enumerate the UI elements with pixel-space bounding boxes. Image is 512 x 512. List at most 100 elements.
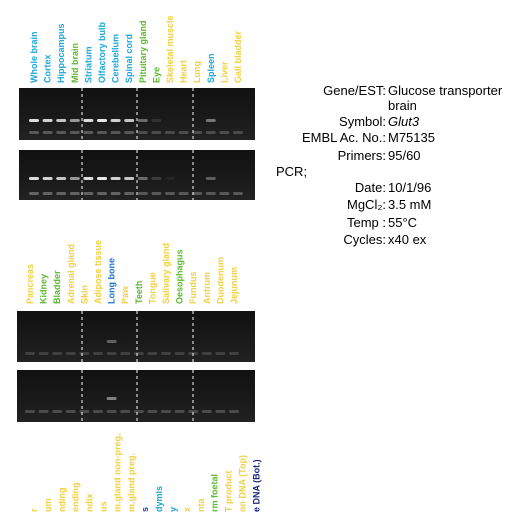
lane-label: s — [140, 507, 150, 512]
info-label: Temp : — [347, 215, 386, 230]
gel-band — [93, 352, 103, 355]
gel-band — [178, 131, 189, 134]
gel-band — [69, 177, 80, 180]
gel-band — [69, 131, 80, 134]
gel-band — [106, 340, 117, 343]
gel-band — [29, 131, 39, 134]
gel-band — [56, 131, 67, 134]
lane-label: Skeletal muscle — [165, 15, 175, 83]
gel-band — [29, 192, 39, 195]
gel-band — [165, 177, 175, 180]
gel-band — [25, 352, 35, 355]
lane-label: Teeth — [134, 281, 144, 304]
lane-label: Adrenal gland — [66, 244, 76, 304]
gel-band — [133, 410, 144, 413]
gel-band — [42, 131, 53, 134]
lane-label: Striatum — [83, 46, 93, 83]
gel-band — [83, 119, 94, 122]
gel-band — [120, 352, 131, 355]
info-value: M75135 — [388, 130, 435, 145]
info-value: 95/60 — [388, 148, 421, 163]
lane-label: Cerebellum — [111, 34, 121, 83]
gel-band — [188, 352, 199, 355]
gel-band — [147, 352, 158, 355]
lane-dividers — [81, 88, 194, 422]
lane-label: rm foetal — [210, 474, 220, 512]
lane-label: Paw — [120, 285, 130, 304]
gel-band — [97, 192, 107, 195]
gel-band — [133, 352, 144, 355]
gel-band — [29, 177, 39, 180]
lane-label: Duodenum — [215, 257, 225, 304]
lane-label: Spinal cord — [124, 34, 134, 83]
info-block: Gene/EST: Glucose transporterbrainSymbol:… — [276, 83, 503, 247]
lane-label: Bladder — [52, 270, 62, 304]
lane-label: T product — [224, 471, 234, 512]
gel-band — [174, 410, 185, 413]
lane-label: Olfactory bulb — [97, 21, 107, 83]
gel-band — [174, 352, 185, 355]
lane-label: m.gland non-preg. — [112, 434, 122, 512]
gel-band — [219, 131, 230, 134]
lane-label: on DNA (Top) — [238, 455, 248, 512]
lane-label: Heart — [179, 60, 189, 83]
lane-label: Kidney — [39, 274, 49, 304]
info-value: brain — [388, 98, 417, 113]
gel-band — [42, 119, 53, 122]
gel-band — [161, 352, 171, 355]
lane-label: Liver — [219, 61, 229, 83]
gel-band — [165, 131, 175, 134]
gel-band — [83, 131, 94, 134]
gel-band — [42, 177, 53, 180]
gel-band — [201, 352, 212, 355]
gel-band — [69, 119, 80, 122]
lane-label: Fundus — [188, 272, 198, 305]
gel-band — [56, 119, 67, 122]
lane-label: e DNA (Bot.) — [251, 459, 261, 512]
lane-label: Cortex — [43, 54, 53, 83]
gel-band — [161, 410, 171, 413]
gel-band — [229, 352, 239, 355]
gel-band — [65, 352, 76, 355]
gel-band — [52, 410, 63, 413]
lane-label: m.gland preg. — [126, 453, 136, 512]
lane-label: Antrum — [202, 272, 212, 304]
gel-band — [229, 410, 239, 413]
gel-band — [25, 410, 35, 413]
gel-band — [137, 131, 148, 134]
gel-band — [38, 352, 49, 355]
info-value: Glucose transporter — [388, 83, 503, 98]
gel-band — [137, 119, 148, 122]
info-label: Symbol: — [339, 114, 386, 129]
gel-band — [233, 192, 243, 195]
gel-band — [205, 131, 216, 134]
lane-label: Spleen — [206, 53, 216, 83]
gel-band — [106, 410, 117, 413]
gel-band — [79, 352, 90, 355]
gel-band — [215, 352, 226, 355]
info-label: Gene/EST: — [323, 83, 386, 98]
lane-label: Whole brain — [29, 32, 39, 84]
gel-band — [83, 177, 94, 180]
gels — [17, 88, 255, 422]
gel-band — [56, 192, 67, 195]
gel-band — [97, 177, 107, 180]
gel-band — [192, 192, 203, 195]
lane-label: Gall bladder — [233, 30, 243, 83]
gel-band — [188, 410, 199, 413]
info-value: 3.5 mM — [388, 197, 431, 212]
gel-band — [29, 119, 39, 122]
gel-band — [93, 410, 103, 413]
lane-label: Pituitary gland — [138, 20, 148, 83]
lane-label: Salivary gland — [161, 243, 171, 304]
gel-band — [56, 177, 67, 180]
lane-label: ending — [71, 483, 81, 512]
gel-band — [151, 119, 162, 122]
gel-band — [65, 410, 76, 413]
lane-label: Oesophagus — [175, 249, 185, 304]
info-label: Primers: — [338, 148, 386, 163]
info-value: x40 ex — [388, 232, 427, 247]
info-label: Date: — [355, 180, 386, 195]
